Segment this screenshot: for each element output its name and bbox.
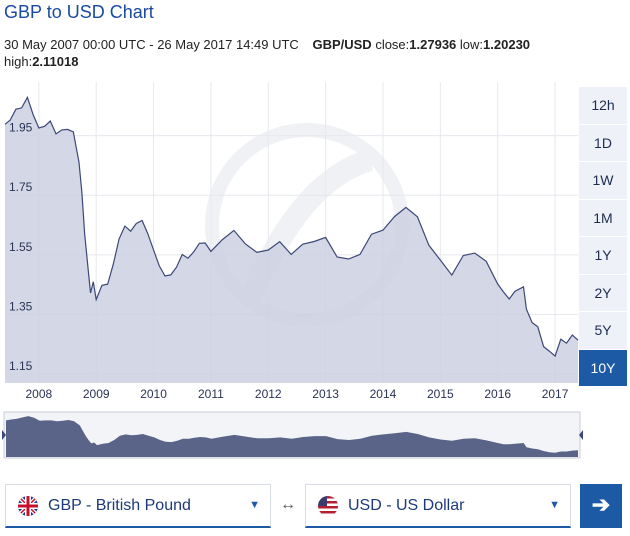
- x-axis-ticks: 2008 2009 2010 2011 2012 2013 2014 2015 2016 2017: [25, 387, 568, 401]
- high-value: 2.11018: [32, 54, 79, 69]
- range-button-1w[interactable]: 1W: [579, 162, 627, 200]
- range-button-12h[interactable]: 12h: [579, 87, 627, 125]
- x-tick-label: 2012: [255, 387, 282, 401]
- chevron-down-icon: ▼: [549, 499, 560, 511]
- to-currency-label: USD - US Dollar: [348, 496, 465, 514]
- range-selector: 12h 1D 1W 1M 1Y 2Y 5Y 10Y: [579, 87, 627, 387]
- high-label: high:: [4, 54, 33, 69]
- range-button-5y[interactable]: 5Y: [579, 312, 627, 350]
- x-tick-label: 2016: [484, 387, 511, 401]
- date-range: 30 May 2007 00:00 UTC - 26 May 2017 14:4…: [4, 37, 299, 52]
- navigator-left-handle-icon[interactable]: [2, 430, 6, 440]
- uk-flag-icon: [18, 495, 38, 516]
- chevron-down-icon: ▼: [249, 499, 260, 511]
- navigator-area: [6, 416, 578, 457]
- x-tick-label: 2009: [83, 387, 110, 401]
- y-tick-label: 1.15: [9, 359, 33, 373]
- y-tick-label: 1.75: [9, 180, 33, 194]
- to-currency-select[interactable]: USD - US Dollar ▼: [305, 484, 571, 528]
- x-tick-label: 2015: [427, 387, 454, 401]
- x-tick-label: 2008: [25, 387, 52, 401]
- pair-label: GBP/USD: [312, 37, 372, 52]
- from-currency-label: GBP - British Pound: [48, 496, 191, 514]
- price-area: [5, 97, 578, 384]
- range-button-2y[interactable]: 2Y: [579, 274, 627, 312]
- close-label: close:: [375, 37, 410, 52]
- convert-arrow-button[interactable]: ➔: [580, 484, 622, 528]
- low-label: low:: [459, 37, 484, 52]
- price-line: [4, 95, 579, 358]
- navigator-right-handle-icon[interactable]: [579, 430, 583, 440]
- y-tick-label: 1.55: [9, 240, 33, 254]
- x-tick-label: 2013: [312, 387, 339, 401]
- chart-info: 30 May 2007 00:00 UTC - 26 May 2017 14:4…: [4, 36, 604, 70]
- from-currency-select[interactable]: GBP - British Pound ▼: [5, 484, 271, 528]
- x-tick-label: 2017: [542, 387, 569, 401]
- y-tick-label: 1.35: [9, 299, 33, 313]
- low-value: 1.20230: [483, 37, 531, 52]
- x-tick-label: 2010: [140, 387, 167, 401]
- range-button-1m[interactable]: 1M: [579, 199, 627, 237]
- range-button-1d[interactable]: 1D: [579, 124, 627, 162]
- price-chart[interactable]: 1.15 1.35 1.55 1.75 1.95 2008 2009 2010 2011 201…: [0, 78, 630, 404]
- us-flag-icon: [318, 495, 338, 516]
- y-tick-label: 1.95: [9, 121, 33, 135]
- x-tick-label: 2014: [370, 387, 397, 401]
- range-navigator[interactable]: [0, 408, 630, 462]
- swap-icon[interactable]: ↔: [280, 496, 296, 513]
- close-value: 1.27936: [409, 37, 457, 52]
- y-axis-ticks: 1.15 1.35 1.55 1.75 1.95: [9, 121, 33, 373]
- chart-title: GBP to USD Chart: [4, 2, 154, 22]
- x-tick-label: 2011: [198, 387, 224, 401]
- range-button-10y[interactable]: 10Y: [579, 349, 627, 387]
- range-button-1y[interactable]: 1Y: [579, 237, 627, 275]
